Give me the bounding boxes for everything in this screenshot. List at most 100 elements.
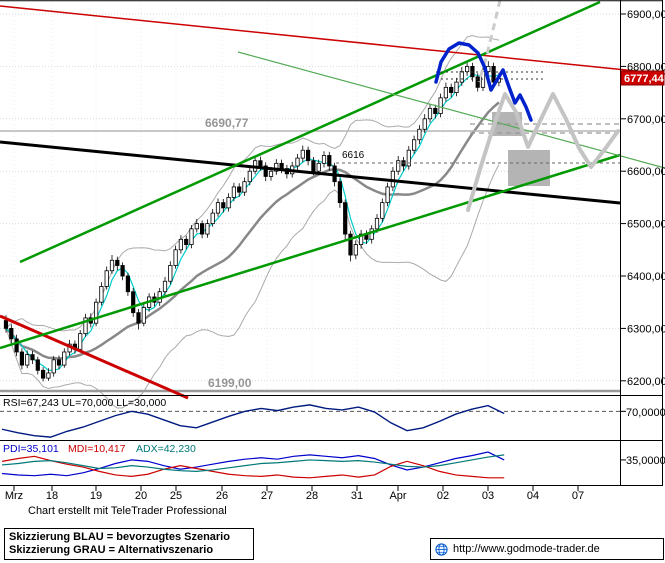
candle-body <box>374 217 380 230</box>
candle-body <box>337 181 343 204</box>
candle-body <box>231 186 236 198</box>
candle-body <box>348 233 353 256</box>
candle-body <box>162 280 168 293</box>
y-axis-label: 6500,00 <box>627 219 665 231</box>
url-bar[interactable]: http://www.godmode-trader.de <box>430 538 664 560</box>
x-axis-label: 26 <box>216 490 228 502</box>
candle-body <box>406 149 411 167</box>
y-axis-label: 6800,00 <box>627 61 665 73</box>
candle-body <box>125 275 130 293</box>
chart-credit: Chart erstellt mit TeleTrader Profession… <box>28 505 227 517</box>
dmi-axis-label: 35,0000 <box>626 455 665 467</box>
mdi-line <box>1 455 505 479</box>
x-axis-label: 02 <box>437 490 449 502</box>
candle-body <box>109 259 115 272</box>
y-axis-label: 6200,00 <box>627 376 665 388</box>
candle-body <box>94 301 99 324</box>
dmi-panel <box>1 451 626 479</box>
candle-body <box>417 128 422 141</box>
candle-body <box>25 354 30 366</box>
rsi-panel <box>0 404 626 438</box>
trendlines <box>0 0 665 400</box>
x-axis-label: Mrz <box>5 490 23 502</box>
candle-body <box>268 170 274 177</box>
candle-body <box>247 170 252 183</box>
candle-body <box>385 186 390 204</box>
candle-body <box>9 327 14 340</box>
candle-body <box>141 307 146 324</box>
candle-body <box>226 196 231 209</box>
fast-ma-cyan <box>5 73 500 371</box>
x-axis-label: 03 <box>482 490 494 502</box>
legend-line-gray: Skizzierung GRAU = Alternativszenario <box>9 544 214 556</box>
y-axis-label: 6700,00 <box>627 114 665 126</box>
candle-body <box>210 212 215 224</box>
candle-body <box>215 202 221 214</box>
candle-body <box>279 162 284 169</box>
candle-body <box>3 320 9 329</box>
pdi-line <box>1 451 505 477</box>
candle-body <box>396 160 401 172</box>
candle-body <box>83 317 88 335</box>
candle-body <box>300 149 305 159</box>
y-axis-label: 6400,00 <box>627 271 665 283</box>
y-axis-label: 6900,00 <box>627 9 665 21</box>
candle-body <box>353 244 358 256</box>
x-axis-label: 19 <box>90 490 102 502</box>
resistance-red-upper-trendline <box>0 5 665 75</box>
green-thin-fork-line <box>237 51 665 169</box>
channel-green-lower-line <box>0 153 621 350</box>
moving-averages <box>5 73 500 371</box>
mdi-label: MDI=10,417 <box>68 443 126 455</box>
bollinger-upper <box>5 34 500 332</box>
candle-body <box>242 181 247 193</box>
candle-body <box>327 155 332 167</box>
bollinger-bands <box>5 34 500 409</box>
candle-body <box>19 351 25 366</box>
candle-body <box>305 149 311 162</box>
rsi-axis-label: 70,0000 <box>626 407 665 419</box>
blue-preferred-scenario <box>434 41 533 122</box>
candle-body <box>449 86 454 94</box>
candle-body <box>316 162 321 172</box>
channel-green-upper-line <box>19 0 601 264</box>
candle-body <box>14 338 19 353</box>
rsi-line <box>1 404 505 438</box>
x-axis-label: 04 <box>527 490 539 502</box>
url-text[interactable]: http://www.godmode-trader.de <box>453 543 600 555</box>
candle-body <box>205 223 210 235</box>
x-axis-label: 07 <box>572 490 584 502</box>
candle-body <box>358 233 364 245</box>
scenario-drawings <box>434 41 620 212</box>
x-axis-label: 18 <box>46 490 58 502</box>
candle-body <box>438 97 443 114</box>
level-label-6616: 6616 <box>342 150 365 161</box>
price-chart: 6690,77 6199,00 6616 6900,00 6800,00 6700,… <box>0 0 665 502</box>
candle-body <box>184 238 189 245</box>
candle-body <box>56 359 62 366</box>
candle-body <box>380 202 385 219</box>
x-axis-label: 28 <box>306 490 318 502</box>
candle-body <box>459 71 464 83</box>
candle-body <box>99 286 104 303</box>
gray-alternative-scenario <box>466 92 620 212</box>
x-axis-label: 25 <box>170 490 182 502</box>
candle-body <box>274 162 279 172</box>
trend-black-downtrend-line <box>0 140 621 205</box>
candle-body <box>258 160 263 167</box>
candle-body <box>443 86 449 99</box>
rsi-label: RSI=67,243 UL=70,000 LL=30,000 <box>3 397 166 409</box>
x-axis-label: 27 <box>261 490 273 502</box>
candle-body <box>78 333 83 350</box>
candle-body <box>411 139 417 151</box>
scenario-legend: Skizzierung BLAU = bevorzugtes Szenario … <box>4 528 254 560</box>
candle-body <box>51 359 56 374</box>
y-axis-label: 6300,00 <box>627 323 665 335</box>
x-axis-label: 20 <box>135 490 147 502</box>
pdi-label: PDI=35,101 <box>3 443 59 455</box>
chart-frame <box>0 0 663 486</box>
candle-body <box>369 228 374 240</box>
candle-body <box>115 259 120 266</box>
x-axis-label: 31 <box>351 490 363 502</box>
